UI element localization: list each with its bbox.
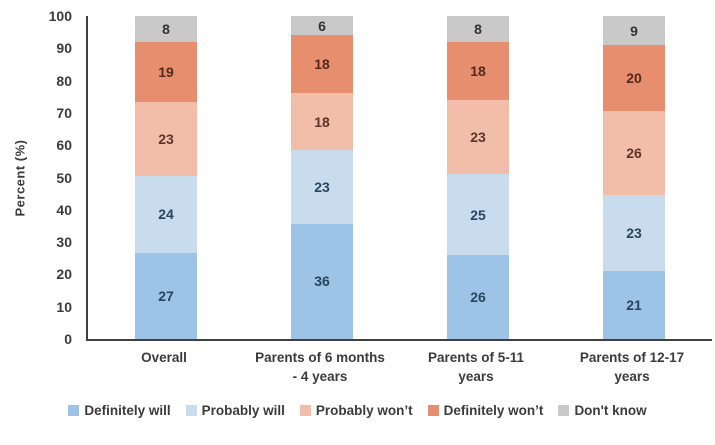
legend-swatch-icon (68, 405, 80, 416)
category-label-line: - 4 years (292, 369, 348, 384)
y-tick-label: 50 (56, 169, 72, 186)
category-label: Parents of 6 months - 4 years (242, 348, 398, 386)
y-tick-label: 70 (56, 104, 72, 121)
bar-segment: 8 (135, 16, 197, 42)
bar-segment: 6 (291, 16, 353, 36)
bar-segment: 18 (447, 41, 509, 100)
stacked-bar: 36 23 18 18 6 (291, 16, 353, 339)
category-label: Parents of 5-11 years (398, 348, 554, 386)
stacked-bar: 27 24 23 19 8 (135, 16, 197, 339)
legend-item: Definitely will (68, 403, 171, 418)
bar-segment: 25 (447, 174, 509, 256)
bar-segment: 21 (603, 270, 665, 339)
legend-item: Don't know (558, 403, 647, 418)
data-label: 9 (630, 22, 638, 39)
data-label: 21 (626, 296, 642, 313)
data-label: 20 (626, 70, 642, 87)
bar-segment: 36 (291, 223, 353, 339)
category-label-line: Parents of 6 months (255, 350, 385, 365)
y-tick-label: 40 (56, 201, 72, 218)
bar-segment: 23 (291, 150, 353, 224)
y-tick-label: 10 (56, 298, 72, 315)
legend-swatch-icon (299, 405, 311, 416)
data-label: 23 (158, 131, 174, 148)
legend-swatch-icon (185, 405, 197, 416)
category-label: Parents of 12-17 years (554, 348, 710, 386)
bar-segment: 9 (603, 16, 665, 46)
data-label: 18 (314, 113, 330, 130)
bar-segment: 19 (135, 41, 197, 103)
legend-swatch-icon (558, 405, 570, 416)
legend-item: Probably will (185, 403, 285, 418)
bar-segment: 24 (135, 175, 197, 253)
y-tick-label: 60 (56, 137, 72, 154)
category-label-line: years (614, 369, 650, 384)
bar-segment: 18 (291, 35, 353, 93)
data-label: 8 (474, 20, 482, 37)
data-label: 36 (314, 273, 330, 290)
category-label-line: Overall (141, 350, 187, 365)
y-tick-label: 0 (64, 331, 72, 347)
data-label: 23 (626, 224, 642, 241)
y-tick-label: 20 (56, 266, 72, 283)
data-label: 23 (314, 179, 330, 196)
bar-slot: 27 24 23 19 8 (88, 16, 244, 339)
bar-segment: 18 (291, 92, 353, 151)
category-label-line: Parents of 12-17 (579, 350, 685, 365)
legend-label: Probably won’t (315, 403, 413, 418)
data-label: 27 (158, 287, 174, 304)
legend-label: Definitely won’t (443, 403, 544, 418)
legend-label: Definitely will (84, 403, 171, 418)
bar-segment: 27 (135, 252, 197, 339)
bar-segment: 23 (135, 102, 197, 176)
data-label: 18 (314, 55, 330, 72)
data-label: 18 (470, 62, 486, 79)
bar-slot: 21 23 26 20 9 (556, 16, 712, 339)
legend-label: Don't know (574, 403, 647, 418)
y-tick-label: 90 (56, 40, 72, 57)
bar-segment: 26 (447, 255, 509, 339)
data-label: 26 (626, 145, 642, 162)
x-axis-labels: Overall Parents of 6 months - 4 years Paren… (86, 348, 710, 386)
data-label: 8 (162, 20, 170, 37)
category-label: Overall (86, 348, 242, 386)
legend-swatch-icon (427, 405, 439, 416)
bar-slot: 26 25 23 18 8 (400, 16, 556, 339)
legend-item: Definitely won’t (427, 403, 544, 418)
y-tick-label: 80 (56, 72, 72, 89)
bar-slot: 36 23 18 18 6 (244, 16, 400, 339)
bar-segment: 23 (603, 195, 665, 271)
stacked-bar: 21 23 26 20 9 (603, 16, 665, 339)
y-tick-label: 100 (48, 8, 72, 24)
chart-legend: Definitely will Probably will Probably won… (0, 403, 715, 418)
stacked-bar: 26 25 23 18 8 (447, 16, 509, 339)
plot-area: 27 24 23 19 8 36 23 18 18 6 26 25 23 18 8 21 23 26 20 9 (86, 16, 712, 341)
y-tick-label: 30 (56, 234, 72, 251)
data-label: 24 (158, 206, 174, 223)
bar-segment: 26 (603, 110, 665, 196)
category-label-line: years (458, 369, 494, 384)
data-label: 25 (470, 206, 486, 223)
bar-segment: 8 (447, 16, 509, 42)
legend-label: Probably will (201, 403, 285, 418)
bar-segment: 23 (447, 100, 509, 175)
category-label-line: Parents of 5-11 (427, 350, 525, 365)
bar-segment: 20 (603, 45, 665, 111)
legend-item: Probably won’t (299, 403, 413, 418)
data-label: 19 (158, 63, 174, 80)
data-label: 26 (470, 289, 486, 306)
data-label: 6 (318, 17, 326, 34)
data-label: 23 (470, 129, 486, 146)
